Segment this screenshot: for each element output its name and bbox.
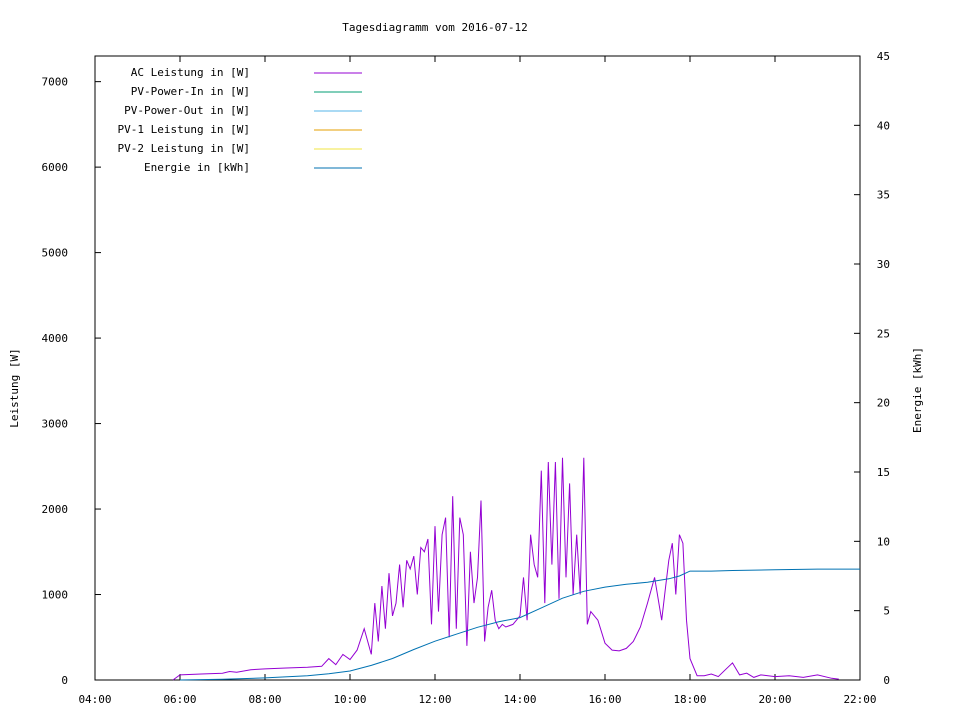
legend-label-0: AC Leistung in [W] [131, 66, 250, 79]
x-tick-label: 20:00 [758, 693, 791, 706]
series-line-0 [172, 457, 839, 681]
series-lines [172, 457, 860, 681]
plot-frame [94, 55, 861, 681]
x-tick-label: 10:00 [333, 693, 366, 706]
x-tick-label: 04:00 [78, 693, 111, 706]
y-axis-ticks: 0 1000 2000 3000 4000 5000 6000 7000 [42, 76, 101, 687]
y-tick-label: 6000 [42, 161, 69, 174]
x-tick-label: 22:00 [843, 693, 876, 706]
legend-label-2: PV-Power-Out in [W] [124, 104, 250, 117]
y2-tick-label: 35 [877, 189, 890, 202]
x-tick-label: 14:00 [503, 693, 536, 706]
legend: AC Leistung in [W] PV-Power-In in [W] PV-P… [118, 66, 362, 174]
chart-title: Tagesdiagramm vom 2016-07-12 [342, 21, 527, 34]
y2-axis-label: Energie [kWh] [911, 347, 924, 433]
legend-label-3: PV-1 Leistung in [W] [118, 123, 250, 136]
y-tick-label: 5000 [42, 247, 69, 260]
y2-tick-label: 0 [883, 674, 890, 687]
x-axis-ticks: 04:00 06:00 08:00 10:00 12:00 14:00 16:00 18:00… [78, 56, 877, 706]
y2-tick-label: 40 [877, 119, 890, 132]
x-tick-label: 06:00 [163, 693, 196, 706]
x-tick-label: 12:00 [418, 693, 451, 706]
y-axis-label: Leistung [W] [8, 348, 21, 427]
y2-tick-label: 15 [877, 466, 890, 479]
y2-tick-label: 5 [883, 605, 890, 618]
y-tick-label: 2000 [42, 503, 69, 516]
legend-label-1: PV-Power-In in [W] [131, 85, 250, 98]
y2-tick-label: 20 [877, 397, 890, 410]
legend-label-4: PV-2 Leistung in [W] [118, 142, 250, 155]
y-tick-label: 0 [61, 674, 68, 687]
y2-tick-label: 45 [877, 50, 890, 63]
y-tick-label: 1000 [42, 589, 69, 602]
x-tick-label: 08:00 [248, 693, 281, 706]
y2-tick-label: 30 [877, 258, 890, 271]
y2-tick-label: 10 [877, 535, 890, 548]
y-tick-label: 3000 [42, 418, 69, 431]
y-tick-label: 4000 [42, 332, 69, 345]
y-tick-label: 7000 [42, 76, 69, 89]
x-tick-label: 16:00 [588, 693, 621, 706]
series-line-5 [179, 568, 860, 681]
y2-axis-ticks: 0 5 10 15 20 25 30 35 40 45 [854, 50, 890, 687]
y2-tick-label: 25 [877, 327, 890, 340]
legend-label-5: Energie in [kWh] [144, 161, 250, 174]
x-tick-label: 18:00 [673, 693, 706, 706]
